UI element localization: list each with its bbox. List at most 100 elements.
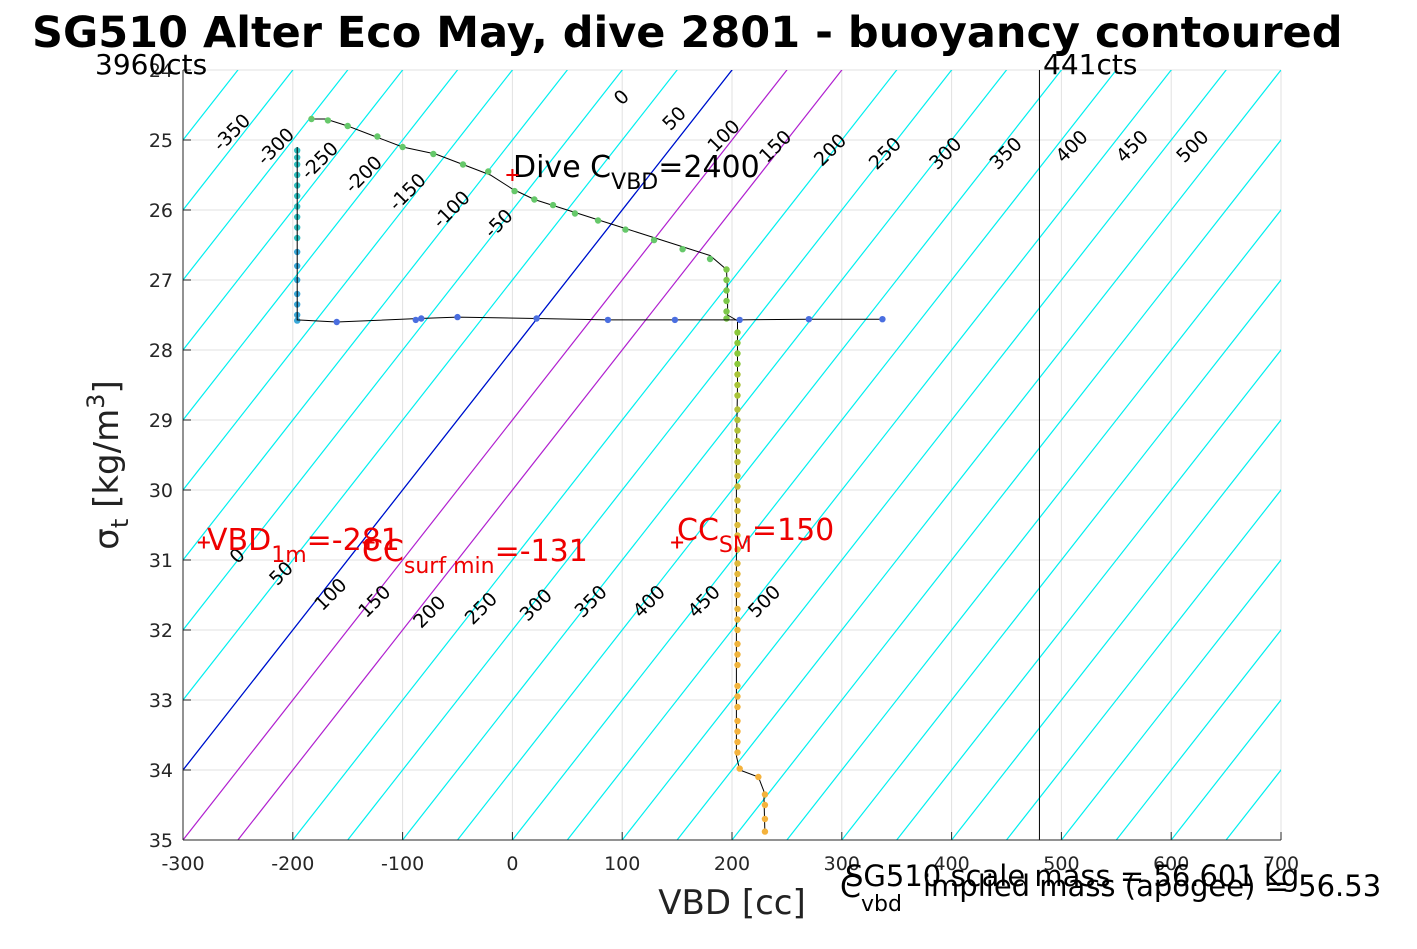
data-point — [734, 392, 740, 398]
data-point — [734, 508, 740, 514]
x-tick-label: 200 — [714, 853, 750, 875]
data-point — [572, 210, 578, 216]
footer-implied-mass: implied mass (apogee) = 56.53 — [923, 869, 1381, 903]
x-tick-label: 0 — [506, 853, 518, 875]
vbd1m-main: VBD — [207, 523, 271, 558]
data-point — [734, 718, 740, 724]
data-point — [413, 317, 419, 323]
data-point — [734, 438, 740, 444]
data-point — [334, 319, 340, 325]
ccsm-main: CC — [677, 513, 719, 548]
data-point — [707, 256, 713, 262]
data-point — [723, 315, 729, 321]
data-point — [454, 314, 460, 320]
data-point — [734, 581, 740, 587]
dive-cvbd-sub: VBD — [611, 170, 658, 195]
data-point — [734, 329, 740, 335]
data-point — [430, 151, 436, 157]
data-point — [734, 406, 740, 412]
data-point — [723, 277, 729, 283]
x-tick-label: 100 — [604, 853, 640, 875]
data-point — [734, 627, 740, 633]
data-point — [418, 315, 424, 321]
data-point — [734, 417, 740, 423]
data-point — [734, 662, 740, 668]
y-tick-label: 34 — [149, 760, 173, 782]
data-point — [734, 448, 740, 454]
y-tick-label: 31 — [149, 550, 173, 572]
data-point — [308, 116, 314, 122]
counts-right: 441cts — [1043, 48, 1137, 81]
y-tick-label: 32 — [149, 620, 173, 642]
x-tick-label: -200 — [271, 853, 314, 875]
data-point — [679, 246, 685, 252]
data-point — [399, 144, 405, 150]
data-point — [595, 217, 601, 223]
data-point — [762, 816, 768, 822]
counts-left: 3960cts — [95, 48, 207, 81]
data-point — [734, 728, 740, 734]
ccsm-sub: SM — [719, 533, 752, 558]
data-point — [460, 161, 466, 167]
y-tick-label: 33 — [149, 690, 173, 712]
data-point — [672, 317, 678, 323]
data-point — [734, 497, 740, 503]
data-point — [806, 316, 812, 322]
data-point — [723, 298, 729, 304]
data-point — [533, 315, 539, 321]
y-axis-units: [kg/m — [87, 409, 127, 519]
data-point — [734, 704, 740, 710]
data-point — [734, 560, 740, 566]
y-axis-symbol: σ — [87, 528, 127, 550]
y-tick-label: 35 — [149, 830, 173, 852]
ccsm-value: =150 — [752, 513, 834, 548]
x-tick-label: -100 — [381, 853, 424, 875]
data-point — [734, 473, 740, 479]
data-point — [734, 749, 740, 755]
data-point — [485, 168, 491, 174]
data-point — [734, 693, 740, 699]
data-point — [550, 202, 556, 208]
data-point — [762, 828, 768, 834]
data-point — [651, 237, 657, 243]
y-axis-label: σt [kg/m3] — [82, 380, 134, 549]
data-point — [511, 188, 517, 194]
data-point — [734, 350, 740, 356]
data-point — [734, 683, 740, 689]
data-point — [605, 317, 611, 323]
y-axis-subscript: t — [106, 519, 134, 528]
data-point — [734, 522, 740, 528]
chart-title: SG510 Alter Eco May, dive 2801 - buoyanc… — [32, 8, 1343, 58]
data-point — [734, 427, 740, 433]
data-point — [879, 316, 885, 322]
x-tick-label: -300 — [161, 853, 204, 875]
y-tick-label: 25 — [149, 130, 173, 152]
data-point — [723, 266, 729, 272]
data-point — [734, 616, 740, 622]
data-point — [734, 361, 740, 367]
data-point — [734, 571, 740, 577]
data-point — [734, 739, 740, 745]
y-tick-label: 27 — [149, 270, 173, 292]
data-point — [734, 483, 740, 489]
data-point — [734, 459, 740, 465]
data-point — [734, 641, 740, 647]
data-point — [531, 196, 537, 202]
footer-cvbd-sub: vbd — [861, 892, 902, 917]
y-tick-label: 26 — [149, 200, 173, 222]
data-point — [762, 791, 768, 797]
data-point — [723, 308, 729, 314]
data-point — [723, 287, 729, 293]
data-point — [762, 802, 768, 808]
data-point — [734, 340, 740, 346]
ccsurf-sub: surf min — [404, 554, 495, 579]
dive-cvbd-value: =2400 — [658, 150, 759, 185]
data-point — [734, 592, 740, 598]
y-tick-label: 29 — [149, 410, 173, 432]
y-axis-units-close: ] — [87, 380, 127, 393]
data-point — [325, 117, 331, 123]
data-point — [734, 651, 740, 657]
data-point — [736, 765, 742, 771]
